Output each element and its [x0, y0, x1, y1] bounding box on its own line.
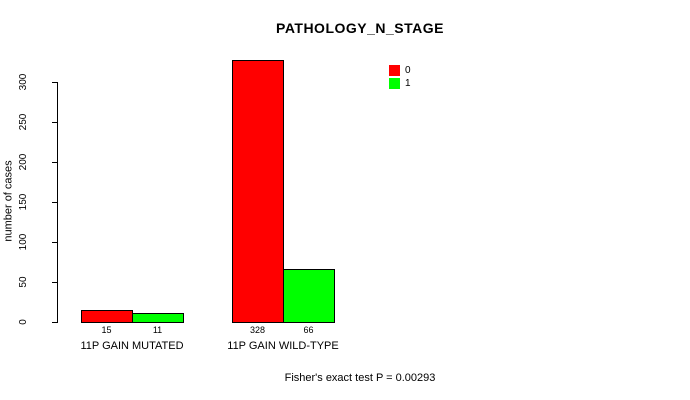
category-label: 11P GAIN MUTATED	[80, 340, 184, 352]
y-axis-line	[57, 82, 58, 323]
legend-row: 0	[389, 65, 411, 76]
category-label: 11P GAIN WILD-TYPE	[227, 340, 339, 352]
chart-title: PATHOLOGY_N_STAGE	[276, 20, 444, 36]
y-tick-mark	[52, 322, 57, 323]
y-tick-label: 100	[18, 233, 29, 251]
y-tick-label: 200	[18, 153, 29, 171]
legend-swatch-0	[389, 65, 400, 76]
bar-value-label: 66	[303, 325, 314, 335]
bar-series-0-group-1	[232, 60, 284, 323]
legend-label-1: 1	[405, 77, 411, 89]
y-tick-label: 300	[18, 73, 29, 91]
y-tick-label: 250	[18, 113, 29, 131]
y-tick-mark	[52, 122, 57, 123]
y-tick-label: 50	[18, 276, 29, 288]
y-tick-label: 150	[18, 193, 29, 211]
y-tick-label: 0	[18, 319, 29, 325]
y-tick-mark	[52, 242, 57, 243]
y-axis-label: number of cases	[2, 160, 15, 242]
bar-series-1-group-0	[132, 313, 184, 323]
bar-value-label: 11	[152, 325, 163, 335]
legend-row: 1	[389, 78, 411, 89]
bar-series-0-group-0	[81, 310, 133, 323]
bar-series-1-group-1	[283, 269, 335, 323]
legend-label-0: 0	[405, 64, 411, 76]
y-tick-mark	[52, 202, 57, 203]
y-tick-mark	[52, 82, 57, 83]
legend-swatch-1	[389, 78, 400, 89]
annotation-text: Fisher's exact test P = 0.00293	[284, 372, 436, 384]
bar-value-label: 328	[249, 325, 266, 335]
y-tick-mark	[52, 162, 57, 163]
bar-value-label: 15	[101, 325, 112, 335]
y-tick-mark	[52, 282, 57, 283]
